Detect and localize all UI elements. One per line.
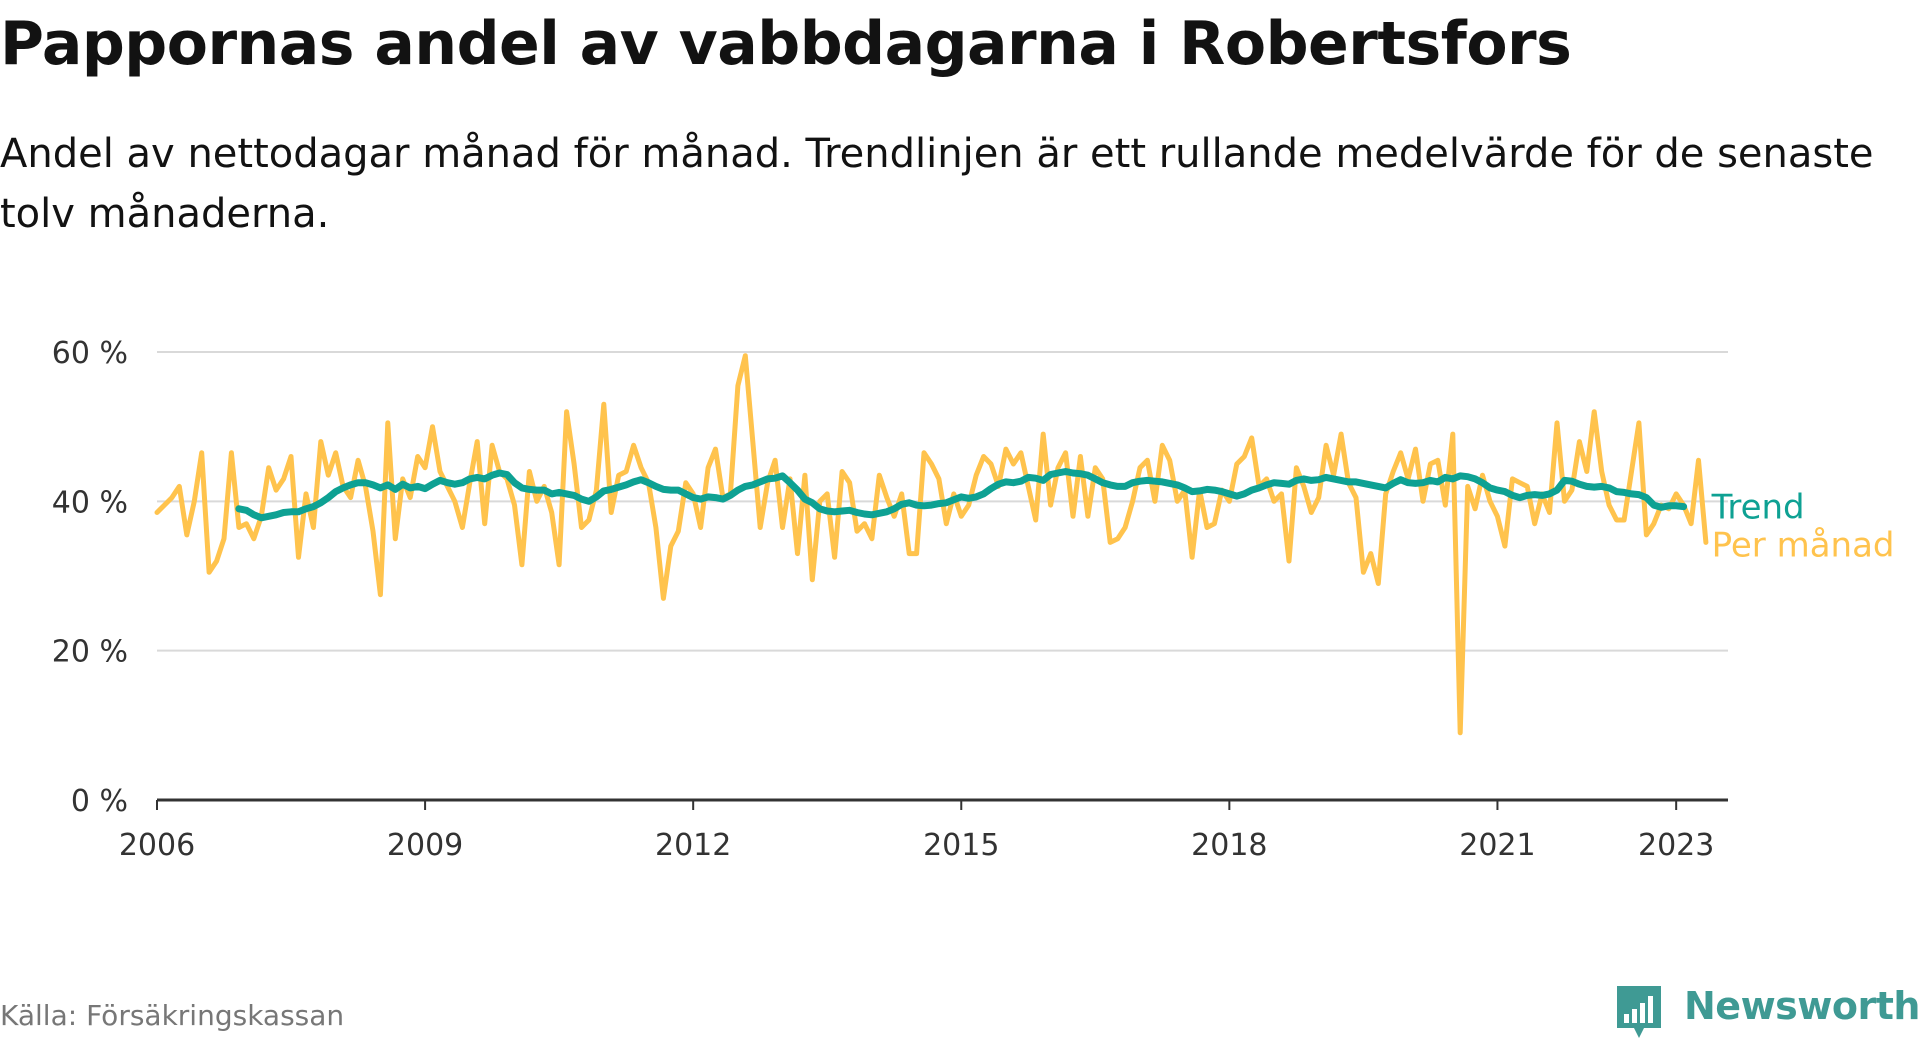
x-tick-label: 2006 [119,828,195,863]
brand-name: Newsworthy [1684,984,1920,1028]
monthly-series-line [154,353,1709,736]
monthly-series-label: Per månad [1712,526,1895,566]
y-tick-label: 0 % [71,784,128,819]
chart-title: Pappornas andel av vabbdagarna i Roberts… [0,9,1572,79]
trend-series-line [235,468,1688,522]
x-tick-label: 2018 [1191,828,1267,863]
trend-series-label: Trend [1711,488,1805,528]
y-tick-label: 40 % [52,485,128,520]
x-axis-ticks: 2006 2009 2012 2015 2018 2021 2023 [119,800,1714,863]
y-tick-label: 60 % [52,336,128,371]
x-tick-label: 2023 [1638,828,1714,863]
newsworthy-logo-icon [1617,986,1661,1038]
x-tick-label: 2015 [923,828,999,863]
chart-subtitle: Andel av nettodagar månad för månad. Tre… [0,131,1874,237]
x-tick-label: 2012 [655,828,731,863]
x-tick-label: 2021 [1459,828,1535,863]
source-note: Källa: Försäkringskassan [0,999,345,1032]
y-axis-tick-labels: 0 % 20 % 40 % 60 % [52,336,128,819]
x-tick-label: 2009 [387,828,463,863]
y-tick-label: 20 % [52,635,128,670]
series [154,353,1709,736]
newsworthy-logo: Newsworthy [1614,984,1920,1040]
